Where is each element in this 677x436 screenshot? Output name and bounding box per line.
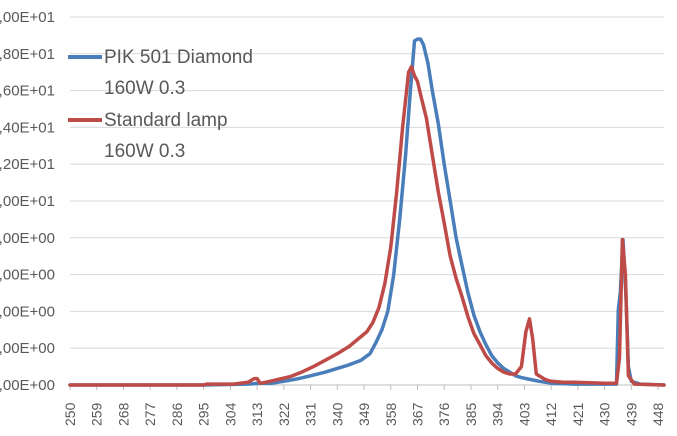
x-tick-label: 430 <box>597 402 613 426</box>
legend-label-pik-line1: PIK 501 Diamond <box>104 47 253 68</box>
x-tick-label: 268 <box>115 402 131 426</box>
x-tick-label: 358 <box>383 402 399 426</box>
y-tick-label: 8,00E+00 <box>0 230 55 247</box>
series-line-standard-lamp <box>68 64 666 387</box>
gridlines <box>70 16 664 386</box>
x-tick-label: 385 <box>463 402 479 426</box>
x-tick-label: 304 <box>222 402 238 426</box>
x-tick-label: 439 <box>623 402 639 426</box>
legend-label-pik-line2: 160W 0.3 <box>104 78 185 99</box>
y-tick-label: 1,20E+01 <box>0 156 55 173</box>
x-tick-label: 295 <box>196 402 212 426</box>
x-tick-label: 331 <box>303 402 319 426</box>
y-tick-label: 4,00E+00 <box>0 303 55 320</box>
y-tick-label: 1,40E+01 <box>0 119 55 136</box>
x-tick-label: 250 <box>62 402 78 426</box>
y-tick-label: 1,00E+01 <box>0 193 55 210</box>
x-tick-label: 367 <box>409 402 425 426</box>
x-tick-label: 376 <box>436 402 452 426</box>
y-tick-label: 1,60E+01 <box>0 83 55 100</box>
x-tick-label: 412 <box>543 402 559 426</box>
x-tick-label: 277 <box>142 402 158 426</box>
legend-label-standard-line2: 160W 0.3 <box>104 141 185 162</box>
y-tick-label: 1,80E+01 <box>0 46 55 63</box>
x-tick-label: 313 <box>249 402 265 426</box>
y-tick-label: 0,00E+00 <box>0 377 55 394</box>
legend: PIK 501 Diamond 160W 0.3 Standard lamp 1… <box>68 47 253 162</box>
y-tick-label: 2,00E+01 <box>0 9 55 26</box>
y-tick-label: 2,00E+00 <box>0 340 55 357</box>
y-axis-ticks: 0,00E+00 2,00E+00 4,00E+00 6,00E+00 8,00E+00… <box>0 9 55 394</box>
x-tick-label: 448 <box>650 402 666 426</box>
x-tick-label: 349 <box>356 402 372 426</box>
x-axis-ticks: 250 259 268 277 286 295 304 313 322 331 340 349 358 3… <box>62 385 666 426</box>
legend-label-standard-line1: Standard lamp <box>104 110 228 131</box>
x-tick-label: 340 <box>329 402 345 426</box>
series-lines <box>68 37 666 387</box>
x-tick-label: 403 <box>516 402 532 426</box>
x-tick-label: 259 <box>89 402 105 426</box>
y-tick-label: 6,00E+00 <box>0 267 55 284</box>
x-tick-label: 421 <box>570 402 586 426</box>
x-tick-label: 286 <box>169 402 185 426</box>
x-tick-label: 322 <box>276 402 292 426</box>
x-tick-label: 394 <box>490 402 506 426</box>
